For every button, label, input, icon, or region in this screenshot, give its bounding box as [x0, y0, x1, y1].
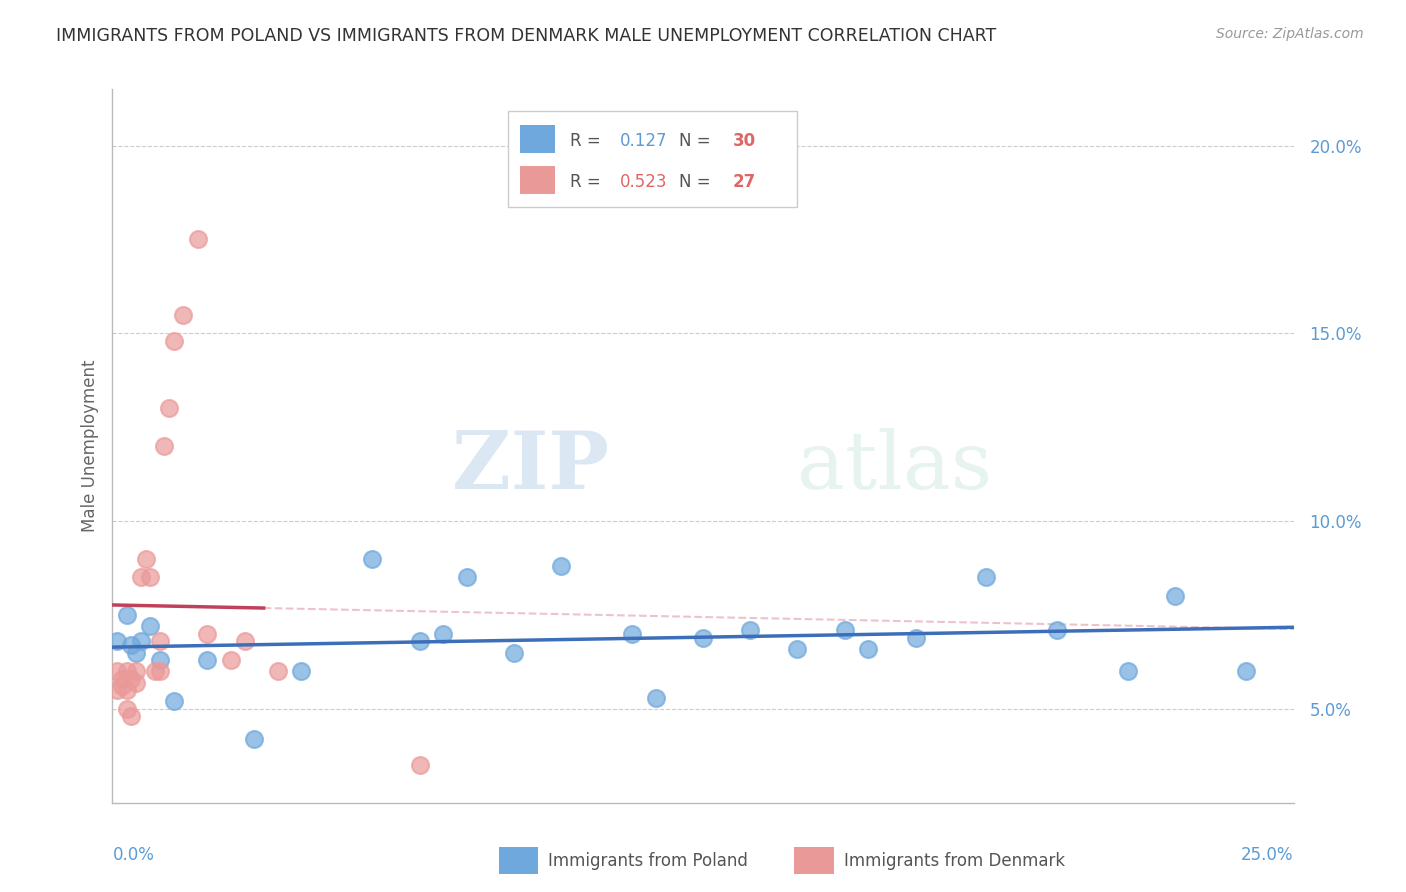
Point — [129, 634, 152, 648]
Point — [115, 665, 138, 679]
Point — [143, 665, 166, 679]
Text: R =: R = — [569, 173, 606, 191]
Text: Immigrants from Poland: Immigrants from Poland — [548, 852, 748, 870]
Point — [186, 232, 208, 246]
Point — [290, 665, 312, 679]
FancyBboxPatch shape — [520, 166, 555, 194]
Point — [692, 631, 714, 645]
Text: 30: 30 — [733, 132, 755, 150]
Point — [139, 619, 162, 633]
Text: R =: R = — [569, 132, 606, 150]
Point — [834, 623, 856, 637]
Point — [195, 653, 218, 667]
Point — [267, 665, 290, 679]
Point — [120, 672, 142, 686]
Point — [858, 641, 880, 656]
Point — [163, 694, 186, 708]
Point — [432, 627, 454, 641]
Point — [1164, 589, 1187, 603]
Point — [243, 731, 266, 746]
Point — [120, 638, 142, 652]
Point — [172, 308, 194, 322]
Text: 0.523: 0.523 — [620, 173, 668, 191]
Point — [115, 607, 138, 622]
Point — [976, 570, 998, 584]
Point — [361, 551, 384, 566]
Point — [135, 551, 157, 566]
Point — [125, 646, 148, 660]
Point — [786, 641, 808, 656]
Point — [644, 690, 666, 705]
Text: atlas: atlas — [797, 428, 993, 507]
Point — [105, 665, 128, 679]
Point — [125, 665, 148, 679]
Text: N =: N = — [679, 173, 716, 191]
Point — [233, 634, 256, 648]
Text: 0.127: 0.127 — [620, 132, 668, 150]
Point — [1116, 665, 1139, 679]
Text: 0.0%: 0.0% — [112, 846, 155, 863]
Text: Source: ZipAtlas.com: Source: ZipAtlas.com — [1216, 27, 1364, 41]
Point — [503, 646, 526, 660]
Text: IMMIGRANTS FROM POLAND VS IMMIGRANTS FROM DENMARK MALE UNEMPLOYMENT CORRELATION : IMMIGRANTS FROM POLAND VS IMMIGRANTS FRO… — [56, 27, 997, 45]
Point — [1046, 623, 1069, 637]
Point — [149, 653, 172, 667]
Y-axis label: Male Unemployment: Male Unemployment — [80, 359, 98, 533]
Text: 27: 27 — [733, 173, 756, 191]
Point — [129, 570, 152, 584]
Point — [115, 702, 138, 716]
Point — [1234, 665, 1257, 679]
Point — [139, 570, 162, 584]
Point — [550, 559, 572, 574]
FancyBboxPatch shape — [508, 111, 797, 207]
FancyBboxPatch shape — [520, 125, 555, 153]
Text: 25.0%: 25.0% — [1241, 846, 1294, 863]
Point — [120, 709, 142, 723]
Point — [125, 675, 148, 690]
Text: Immigrants from Denmark: Immigrants from Denmark — [844, 852, 1064, 870]
Point — [195, 627, 218, 641]
Point — [456, 570, 478, 584]
Point — [105, 683, 128, 698]
Point — [105, 634, 128, 648]
Point — [904, 631, 927, 645]
Point — [153, 439, 176, 453]
Point — [149, 665, 172, 679]
Text: N =: N = — [679, 132, 716, 150]
Point — [408, 758, 430, 772]
Point — [111, 679, 134, 693]
Point — [408, 634, 430, 648]
Point — [219, 653, 242, 667]
Point — [115, 683, 138, 698]
Point — [163, 334, 186, 348]
Point — [740, 623, 762, 637]
Text: ZIP: ZIP — [451, 428, 609, 507]
Point — [149, 634, 172, 648]
Point — [621, 627, 644, 641]
Point — [111, 672, 134, 686]
Point — [157, 401, 180, 416]
